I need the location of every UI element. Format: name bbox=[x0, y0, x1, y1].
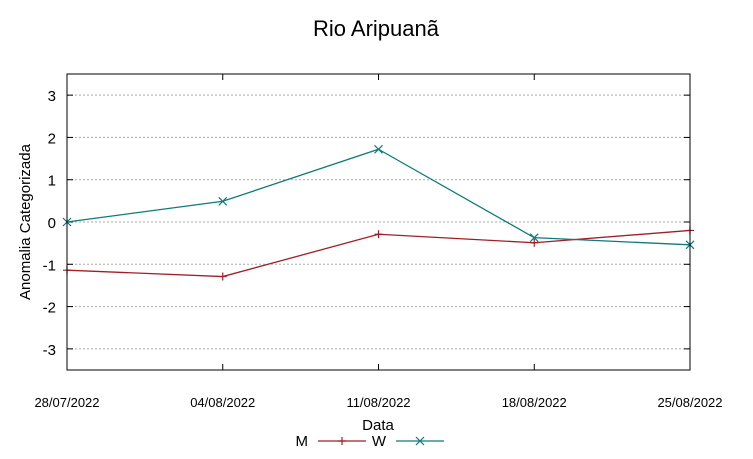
data-point-M bbox=[374, 230, 383, 239]
legend-label-W: W bbox=[372, 433, 387, 450]
x-axis-label: Data bbox=[362, 417, 394, 434]
x-tick-label: 11/08/2022 bbox=[346, 395, 410, 410]
y-tick-label: -1 bbox=[43, 257, 56, 274]
data-point-W bbox=[218, 196, 228, 206]
y-tick-label: 0 bbox=[48, 215, 56, 232]
legend-marker-M bbox=[338, 437, 346, 445]
data-point-M bbox=[218, 272, 227, 281]
legend-marker-W bbox=[415, 436, 425, 446]
data-point-M bbox=[530, 238, 539, 247]
legend-label-M: M bbox=[296, 433, 309, 450]
y-tick-label: 3 bbox=[48, 88, 56, 105]
x-tick-label: 04/08/2022 bbox=[190, 395, 255, 410]
y-tick-label: 1 bbox=[48, 173, 56, 190]
plot-frame bbox=[66, 73, 691, 371]
y-tick-label: 2 bbox=[48, 130, 56, 147]
chart-title: Rio Aripuanã bbox=[313, 16, 440, 41]
y-axis-label: Anomalia Categorizada bbox=[17, 143, 34, 300]
y-tick-label: -3 bbox=[43, 342, 56, 359]
series-M bbox=[63, 226, 694, 281]
data-point-W bbox=[529, 233, 539, 243]
y-tick-label: -2 bbox=[43, 300, 56, 317]
x-tick-label: 28/07/2022 bbox=[34, 395, 99, 410]
x-tick-label: 18/08/2022 bbox=[502, 395, 567, 410]
x-tick-label: 25/08/2022 bbox=[657, 395, 722, 410]
data-point-W bbox=[374, 144, 383, 154]
